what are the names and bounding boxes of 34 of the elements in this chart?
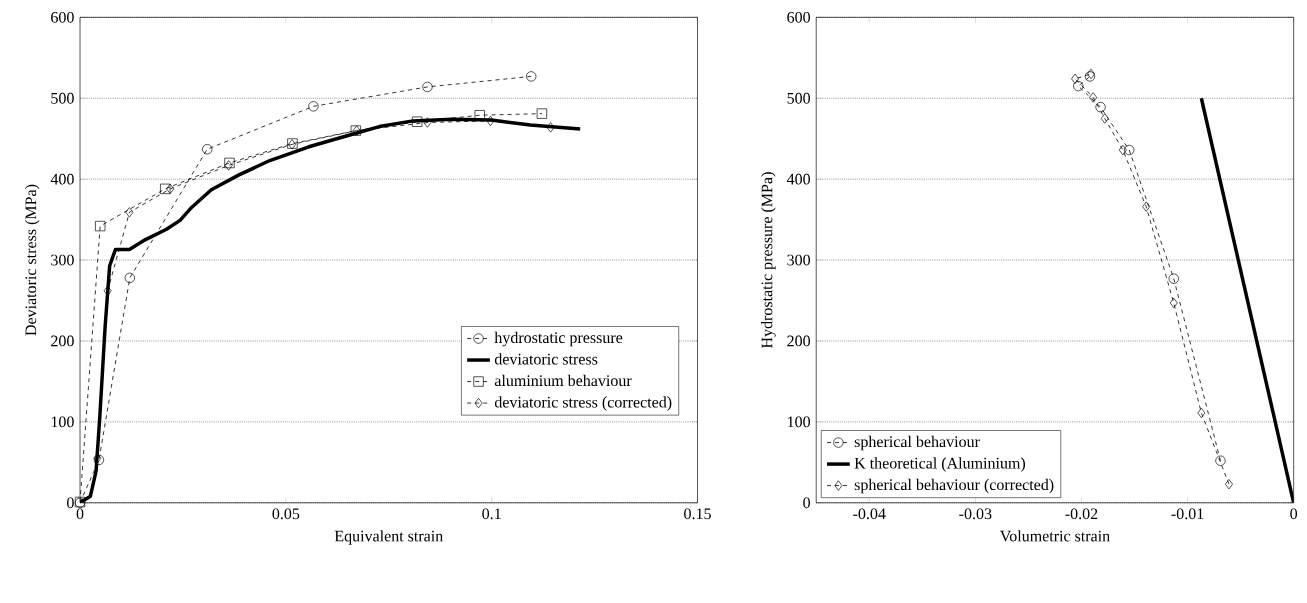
x-tick-label: -0.03 — [959, 508, 992, 520]
x-tick-label: 0.05 — [272, 508, 300, 520]
legend-label: K theoretical (Aluminium) — [854, 457, 1026, 472]
y-tick-label: 300 — [787, 254, 810, 266]
y-tick-label: 300 — [51, 254, 74, 266]
x-tick-label: -0.04 — [853, 508, 886, 520]
y-axis-title: Deviatoric stress (MPa) — [24, 184, 40, 336]
legend-label: spherical behaviour (corrected) — [854, 478, 1054, 494]
y-tick-label: 400 — [786, 173, 810, 185]
y-tick-label: 100 — [788, 416, 810, 428]
legend-label: aluminium behaviour — [494, 374, 632, 387]
y-tick-label: 400 — [50, 173, 74, 185]
x-tick-label: 0 — [76, 508, 84, 520]
x-tick-label: 0.1 — [482, 508, 501, 520]
x-tick-label: -0.01 — [1171, 508, 1204, 520]
y-tick-label: 500 — [51, 92, 74, 104]
y-tick-label: 0 — [67, 497, 74, 509]
x-tick-label: -0.02 — [1065, 508, 1098, 520]
legend-label: spherical behaviour — [854, 435, 980, 451]
legend-label: deviatoric stress (corrected) — [494, 396, 672, 411]
x-axis-title: Equivalent strain — [334, 530, 443, 545]
legend-label: hydrostatic pressure — [494, 331, 623, 347]
x-tick-label: 0 — [1290, 508, 1298, 520]
y-tick-label: 200 — [51, 335, 74, 347]
y-tick-label: 100 — [51, 416, 74, 428]
y-tick-label: 500 — [787, 92, 810, 104]
x-tick-label: 0.15 — [684, 508, 711, 520]
y-tick-label: 600 — [787, 12, 810, 23]
y-tick-label: 0 — [803, 497, 810, 509]
y-tick-label: 600 — [51, 12, 74, 23]
y-axis-title: Hydrostatic pressure (MPa) — [761, 172, 776, 349]
x-axis-title: Volumetric strain — [999, 530, 1110, 542]
y-tick-label: 200 — [787, 335, 810, 347]
legend-label: deviatoric stress — [494, 353, 598, 365]
